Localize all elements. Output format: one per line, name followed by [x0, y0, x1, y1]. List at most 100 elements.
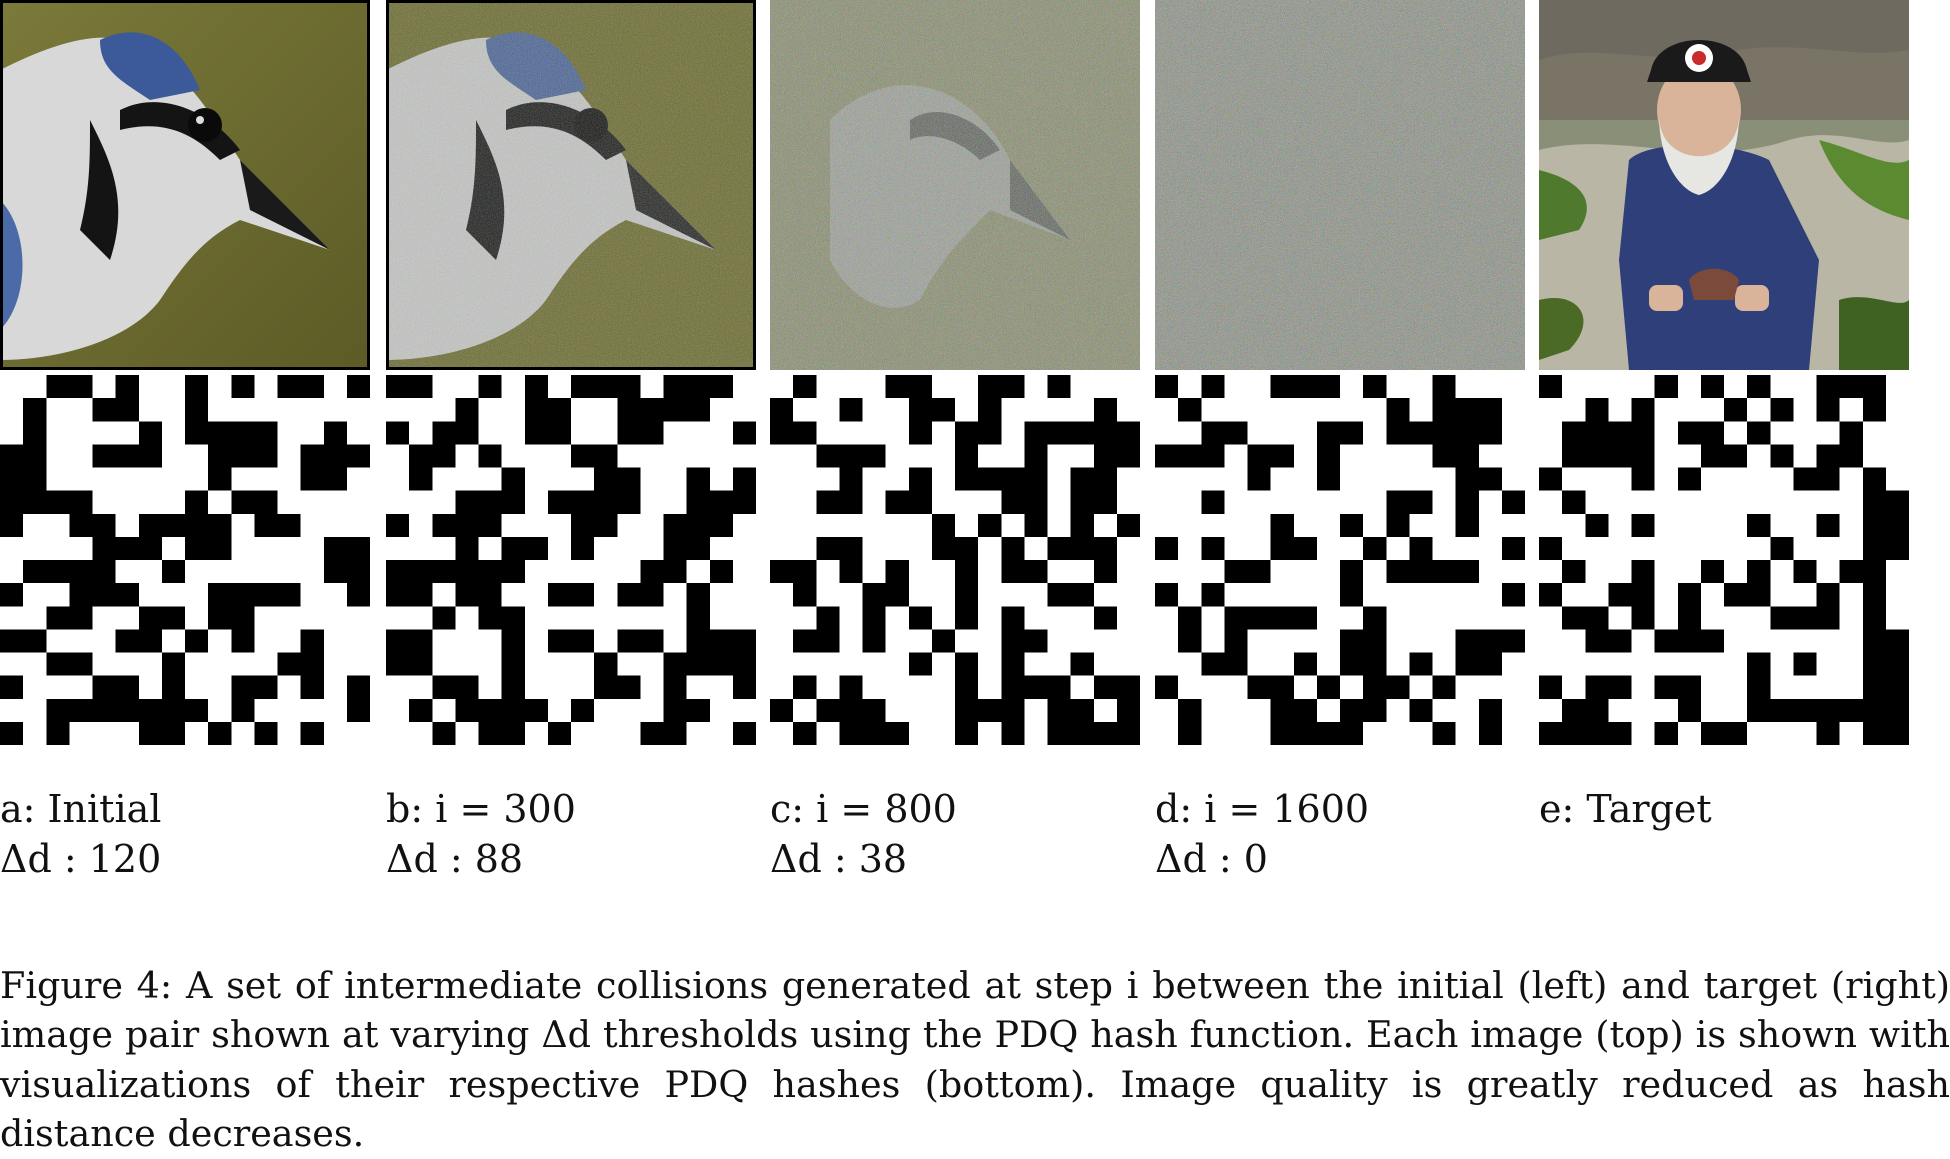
hash-cell: [346, 536, 370, 560]
hash-cell: [1024, 421, 1048, 445]
hash-cell: [409, 629, 433, 653]
hash-cell: [161, 560, 185, 584]
hash-cell: [663, 675, 687, 699]
hash-cell: [732, 629, 756, 653]
hash-cell: [1047, 675, 1071, 699]
hash-cell: [1047, 421, 1071, 445]
hash-cell: [1070, 421, 1094, 445]
hash-cell: [686, 490, 710, 514]
hash-cell: [1677, 606, 1701, 630]
hash-cell: [1862, 560, 1886, 584]
hash-cell: [1747, 375, 1771, 399]
hash-cell: [1116, 421, 1140, 445]
hash-cell: [501, 675, 525, 699]
hash-cell: [69, 698, 93, 722]
noisier-bird-photo-svg: [770, 0, 1140, 370]
hash-cell: [908, 467, 932, 491]
hash-cell: [1201, 421, 1225, 445]
hash-cell: [908, 606, 932, 630]
hash-cell: [1501, 583, 1525, 607]
hash-cell: [1270, 513, 1294, 537]
hash-cell: [524, 375, 548, 399]
hash-cell: [1024, 490, 1048, 514]
hash-cell: [386, 421, 410, 445]
hash-cell: [1024, 467, 1048, 491]
hash-cell: [732, 490, 756, 514]
hash-cell: [386, 560, 410, 584]
hash-cell: [732, 467, 756, 491]
hash-cell: [432, 560, 456, 584]
hash-cell: [138, 721, 162, 745]
hash-cell: [955, 721, 979, 745]
hash-cell: [0, 583, 24, 607]
hash-cell: [455, 490, 479, 514]
hash-cell: [1155, 675, 1179, 699]
hash-cell: [663, 398, 687, 422]
hash-cell: [161, 652, 185, 676]
hash-cell: [1340, 583, 1364, 607]
hash-cell: [1539, 375, 1563, 399]
hash-cell: [1885, 536, 1909, 560]
hash-cell: [571, 444, 595, 468]
hash-cell: [1093, 444, 1117, 468]
hash-cell: [478, 490, 502, 514]
hash-cell: [185, 490, 209, 514]
hash-cell: [732, 652, 756, 676]
hash-cell: [1070, 583, 1094, 607]
hash-cell: [478, 721, 502, 745]
hash-cell: [1562, 698, 1586, 722]
hash-cell: [547, 629, 571, 653]
hash-cell: [931, 536, 955, 560]
hash-cell: [1432, 398, 1456, 422]
hash-cell: [1247, 560, 1271, 584]
hash-cell: [386, 513, 410, 537]
hash-cell: [1585, 721, 1609, 745]
hash-cell: [0, 490, 24, 514]
hash-cell: [1747, 652, 1771, 676]
hash-cell: [732, 721, 756, 745]
hash-cell: [1224, 606, 1248, 630]
hash-cell: [816, 629, 840, 653]
hash-cell: [709, 560, 733, 584]
hash-cell: [501, 652, 525, 676]
hash-cell: [1409, 560, 1433, 584]
hash-cell: [0, 675, 24, 699]
hash-cell: [571, 375, 595, 399]
hash-cell: [524, 421, 548, 445]
delta-value: Δd : 120: [0, 837, 162, 881]
hash-cell: [455, 583, 479, 607]
hash-grid-a: [0, 375, 370, 745]
hash-cell: [0, 513, 24, 537]
hash-cell: [1816, 698, 1840, 722]
hash-cell: [69, 490, 93, 514]
hash-cell: [69, 560, 93, 584]
hash-cell: [862, 721, 886, 745]
hash-cell: [686, 375, 710, 399]
hash-cell: [1862, 490, 1886, 514]
hash-cell: [1070, 698, 1094, 722]
hash-cell: [594, 652, 618, 676]
hash-cell: [1293, 606, 1317, 630]
hash-cell: [1001, 490, 1025, 514]
hash-cell: [978, 375, 1002, 399]
hash-cell: [1478, 698, 1502, 722]
hash-cell: [501, 490, 525, 514]
hash-cell: [1885, 629, 1909, 653]
hash-cell: [617, 490, 641, 514]
hash-cell: [0, 467, 24, 491]
hash-cell: [92, 583, 116, 607]
hash-cell: [1501, 629, 1525, 653]
hash-cell: [1747, 583, 1771, 607]
hash-cell: [346, 560, 370, 584]
hash-cell: [1677, 583, 1701, 607]
hash-cell: [455, 698, 479, 722]
step-1600-hash: [1155, 375, 1525, 745]
hash-cell: [1816, 375, 1840, 399]
hash-cell: [1201, 536, 1225, 560]
hash-cell: [816, 606, 840, 630]
hash-cell: [1363, 675, 1387, 699]
hash-cell: [770, 421, 794, 445]
hash-cell: [1862, 398, 1886, 422]
hash-cell: [478, 606, 502, 630]
hash-cell: [1093, 398, 1117, 422]
